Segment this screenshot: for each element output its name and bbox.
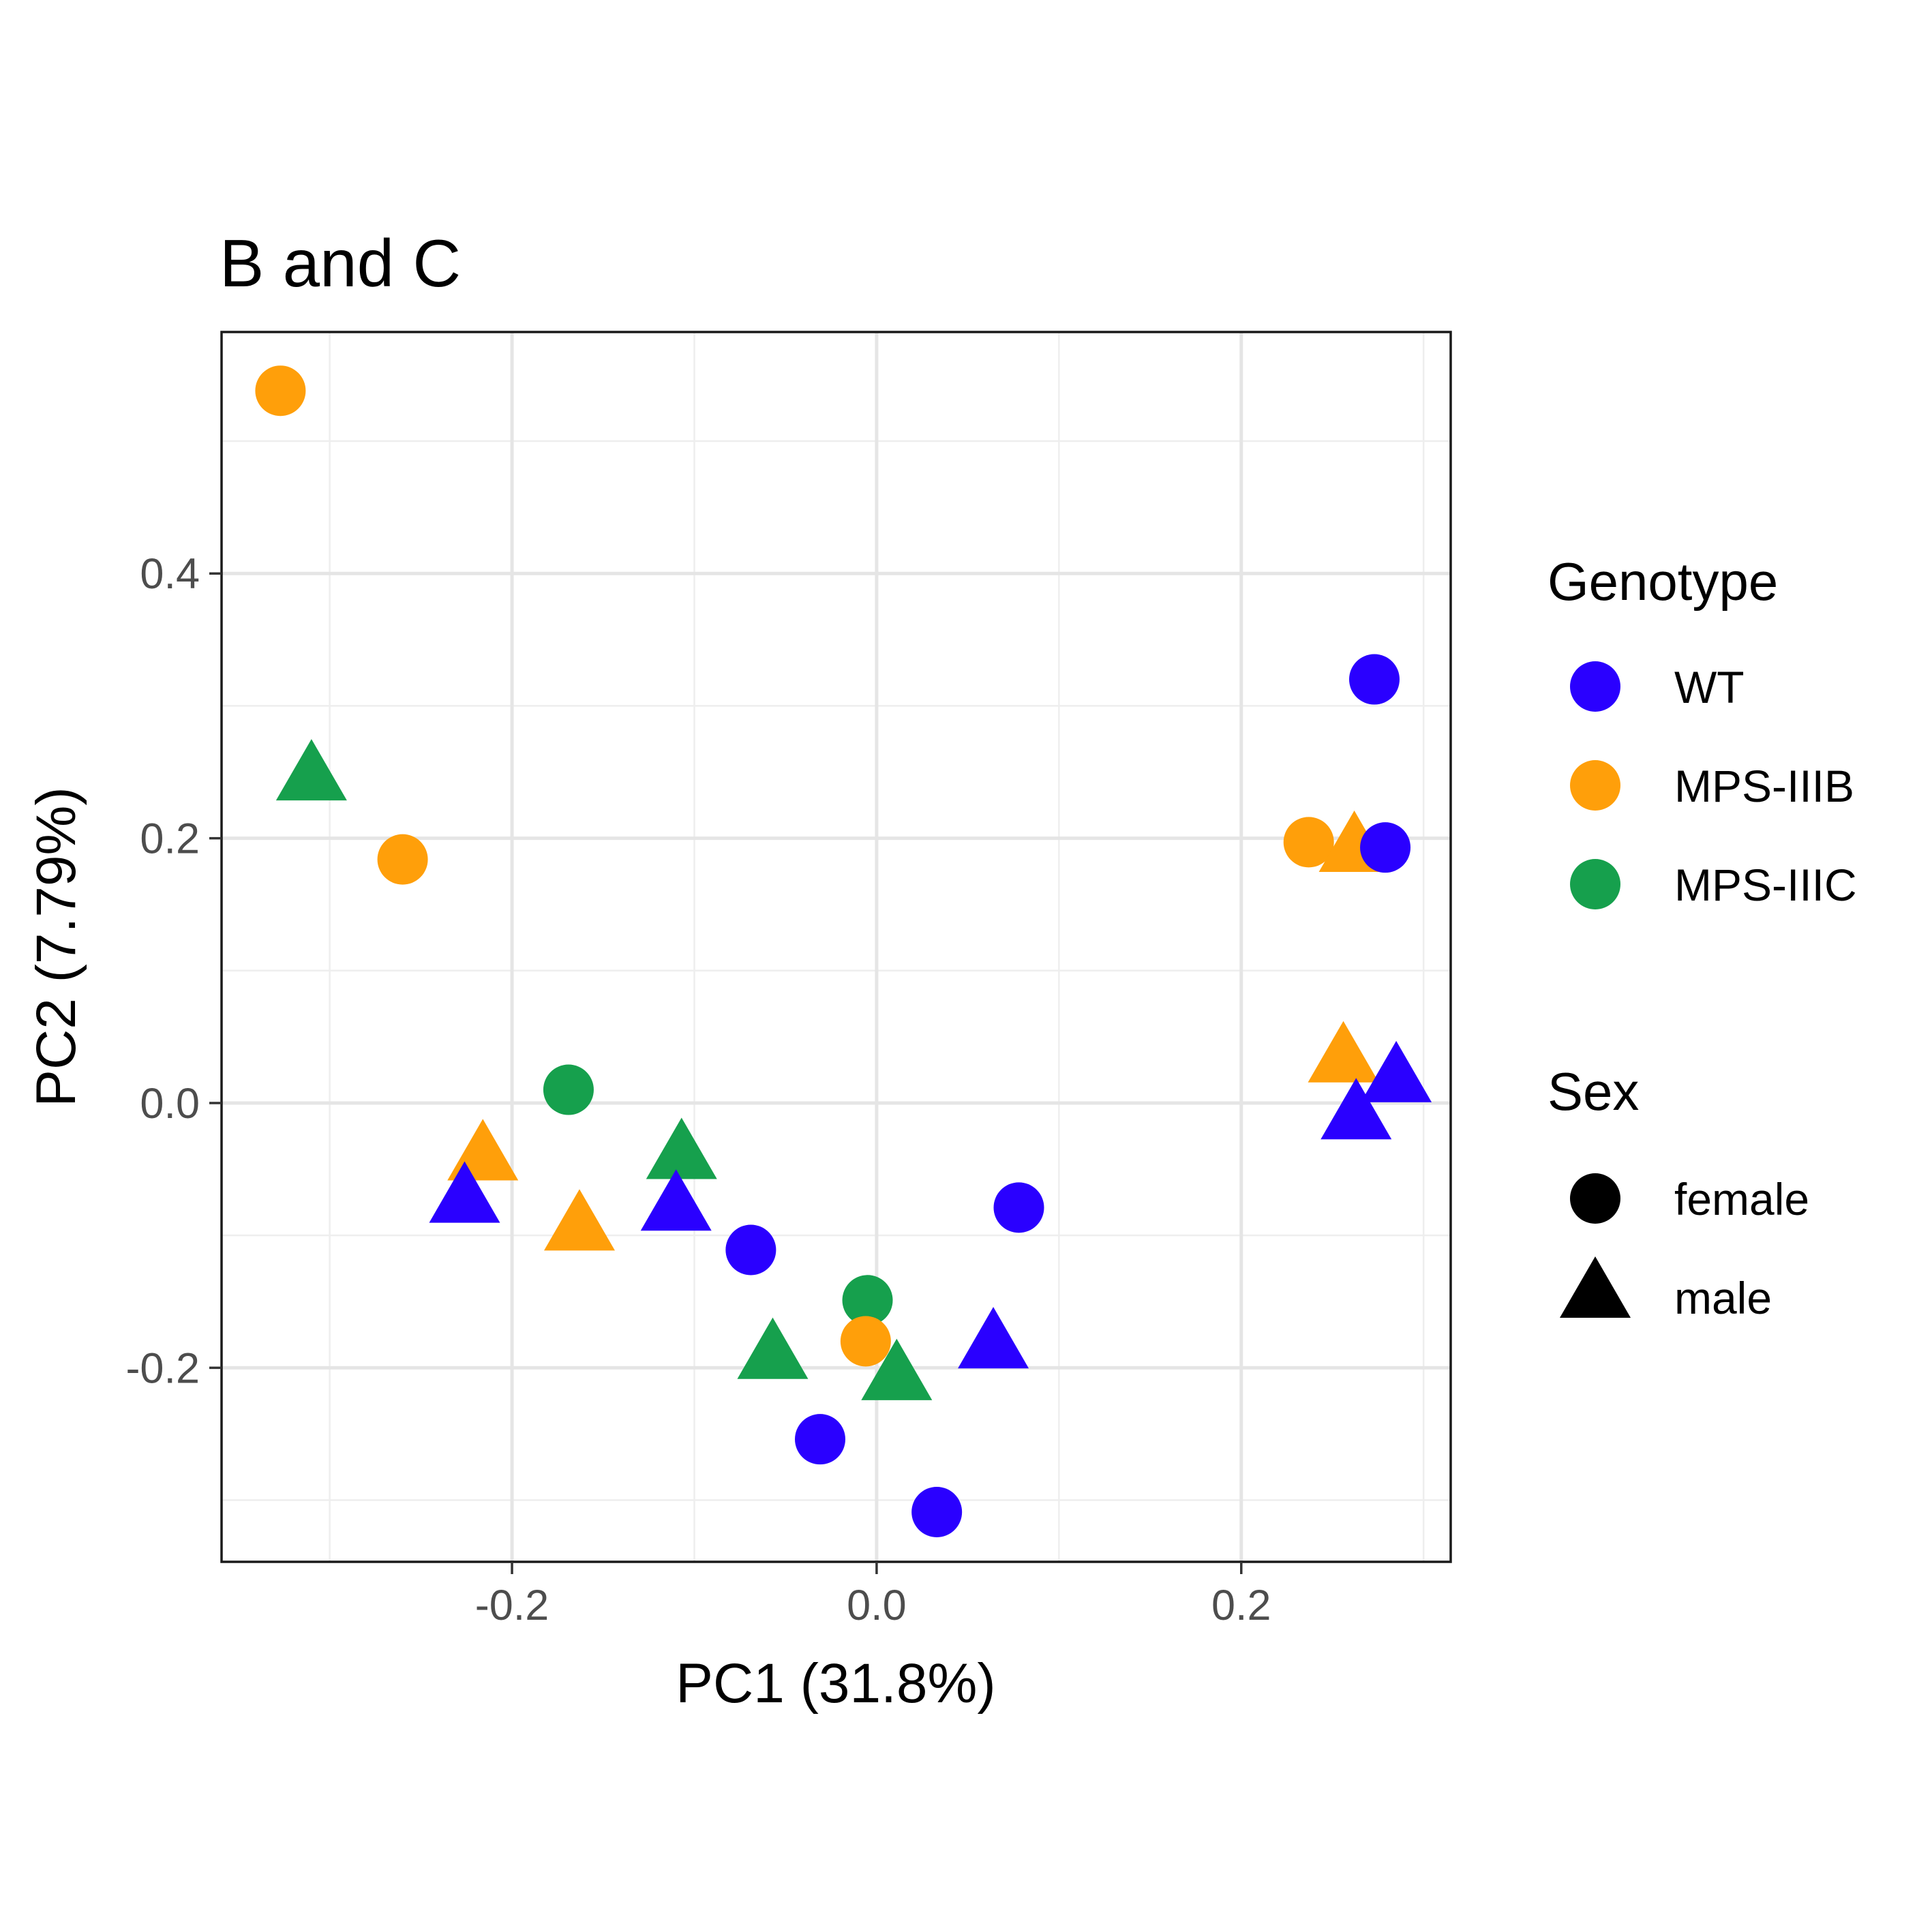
point-mps-iiib-female [255, 365, 306, 417]
legend-label-male: male [1674, 1273, 1772, 1323]
point-mps-iiic-female [543, 1064, 594, 1115]
legend-sex-items: female male [1560, 1173, 1809, 1323]
y-tick-label: 0.0 [140, 1080, 200, 1128]
point-mps-iiib-male [447, 1119, 519, 1181]
point-mps-iiic-male [861, 1338, 933, 1400]
x-tick-label: 0.2 [1211, 1582, 1271, 1629]
point-mps-iiic-male [646, 1117, 717, 1179]
legend-genotype-items: WT MPS-IIIB MPS-IIIC [1570, 661, 1857, 910]
y-tick-label: 0.4 [140, 550, 200, 598]
point-mps-iiib-male [543, 1189, 615, 1251]
chart-title: B and C [220, 226, 461, 301]
legend-swatch-mps-iiic [1570, 859, 1620, 909]
point-wt-male [1320, 1078, 1392, 1140]
point-wt-female [1360, 822, 1411, 873]
point-mps-iiib-female [840, 1316, 891, 1367]
point-wt-female [795, 1414, 846, 1465]
point-mps-iiic-male [737, 1317, 809, 1379]
point-wt-female [911, 1486, 963, 1537]
y-axis-title: PC2 (7.79%) [25, 787, 87, 1106]
legend-genotype-title: Genotype [1548, 552, 1778, 612]
legend-label-mps-iiic: MPS-IIIC [1674, 860, 1857, 910]
legend-sex-title: Sex [1548, 1061, 1639, 1121]
point-wt-female [725, 1224, 776, 1276]
point-wt-male [429, 1161, 500, 1223]
y-tick-label: 0.2 [140, 815, 200, 863]
point-mps-iiic-female [842, 1275, 893, 1326]
x-axis-ticks: -0.2 0.0 0.2 [475, 1562, 1271, 1629]
legend-swatch-mps-iiib [1570, 760, 1620, 811]
legend-shape-female [1570, 1173, 1620, 1224]
point-wt-male [640, 1169, 712, 1231]
point-wt-female [1348, 654, 1400, 705]
legend-label-mps-iiib: MPS-IIIB [1674, 761, 1854, 811]
y-axis-ticks: -0.2 0.0 0.2 0.4 [125, 550, 222, 1392]
point-mps-iiib-male [1308, 1021, 1379, 1083]
plot-panel-border [220, 331, 1452, 1563]
point-mps-iiic-male [275, 739, 347, 801]
point-mps-iiib-female [1283, 817, 1334, 868]
legend-shape-male [1560, 1256, 1631, 1318]
legend-swatch-wt [1570, 661, 1620, 712]
grid-lines [222, 332, 1451, 1562]
point-wt-male [1361, 1040, 1432, 1102]
x-tick-label: -0.2 [475, 1582, 549, 1629]
legend-label-wt: WT [1674, 662, 1745, 712]
legend: Genotype WT MPS-IIIB MPS-IIIC Sex female ma… [1548, 552, 1857, 1323]
point-wt-female [993, 1182, 1044, 1233]
data-points [255, 365, 1432, 1537]
x-tick-label: 0.0 [847, 1582, 907, 1629]
y-tick-label: -0.2 [125, 1344, 200, 1392]
legend-label-female: female [1674, 1174, 1809, 1224]
point-mps-iiib-female [377, 834, 428, 885]
x-axis-title: PC1 (31.8%) [676, 1652, 995, 1715]
point-wt-male [958, 1307, 1029, 1369]
